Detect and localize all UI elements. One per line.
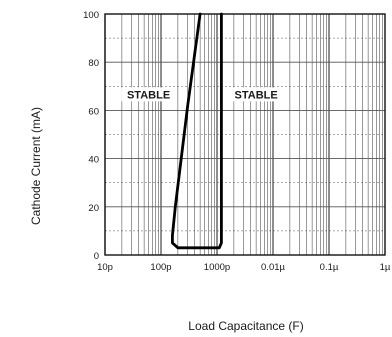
stable-region-label: STABLE xyxy=(127,89,170,101)
stability-boundary-line xyxy=(171,12,223,250)
y-axis-title: Cathode Current (mA) xyxy=(29,107,43,225)
y-tick-label: 100 xyxy=(83,10,99,21)
plot-frame xyxy=(104,13,386,256)
annotation-background xyxy=(121,87,176,102)
y-tick-label: 40 xyxy=(88,155,99,166)
y-tick-labels: 0 20 40 60 80 100 xyxy=(83,10,99,262)
x-tick-label: 1µ xyxy=(380,262,391,273)
x-axis-title: Load Capacitance (F) xyxy=(188,319,303,333)
x-tick-label: 0.01µ xyxy=(261,262,285,273)
x-tick-label: 1000p xyxy=(204,262,230,273)
x-tick-label: 100p xyxy=(150,262,171,273)
series-layer xyxy=(171,12,223,250)
annotation-layer: STABLE STABLE xyxy=(121,87,284,102)
y-tick-label: 0 xyxy=(94,251,99,262)
grid xyxy=(104,14,385,255)
y-tick-label: 20 xyxy=(88,203,99,214)
x-tick-label: 10p xyxy=(97,262,113,273)
x-tick-labels: 10p 100p 1000p 0.01µ 0.1µ 1µ xyxy=(97,262,391,273)
y-tick-label: 80 xyxy=(88,58,99,69)
y-tick-label: 60 xyxy=(88,106,99,117)
x-tick-label: 0.1µ xyxy=(320,262,339,273)
stable-region-label: STABLE xyxy=(235,89,278,101)
annotation-background xyxy=(229,87,284,102)
